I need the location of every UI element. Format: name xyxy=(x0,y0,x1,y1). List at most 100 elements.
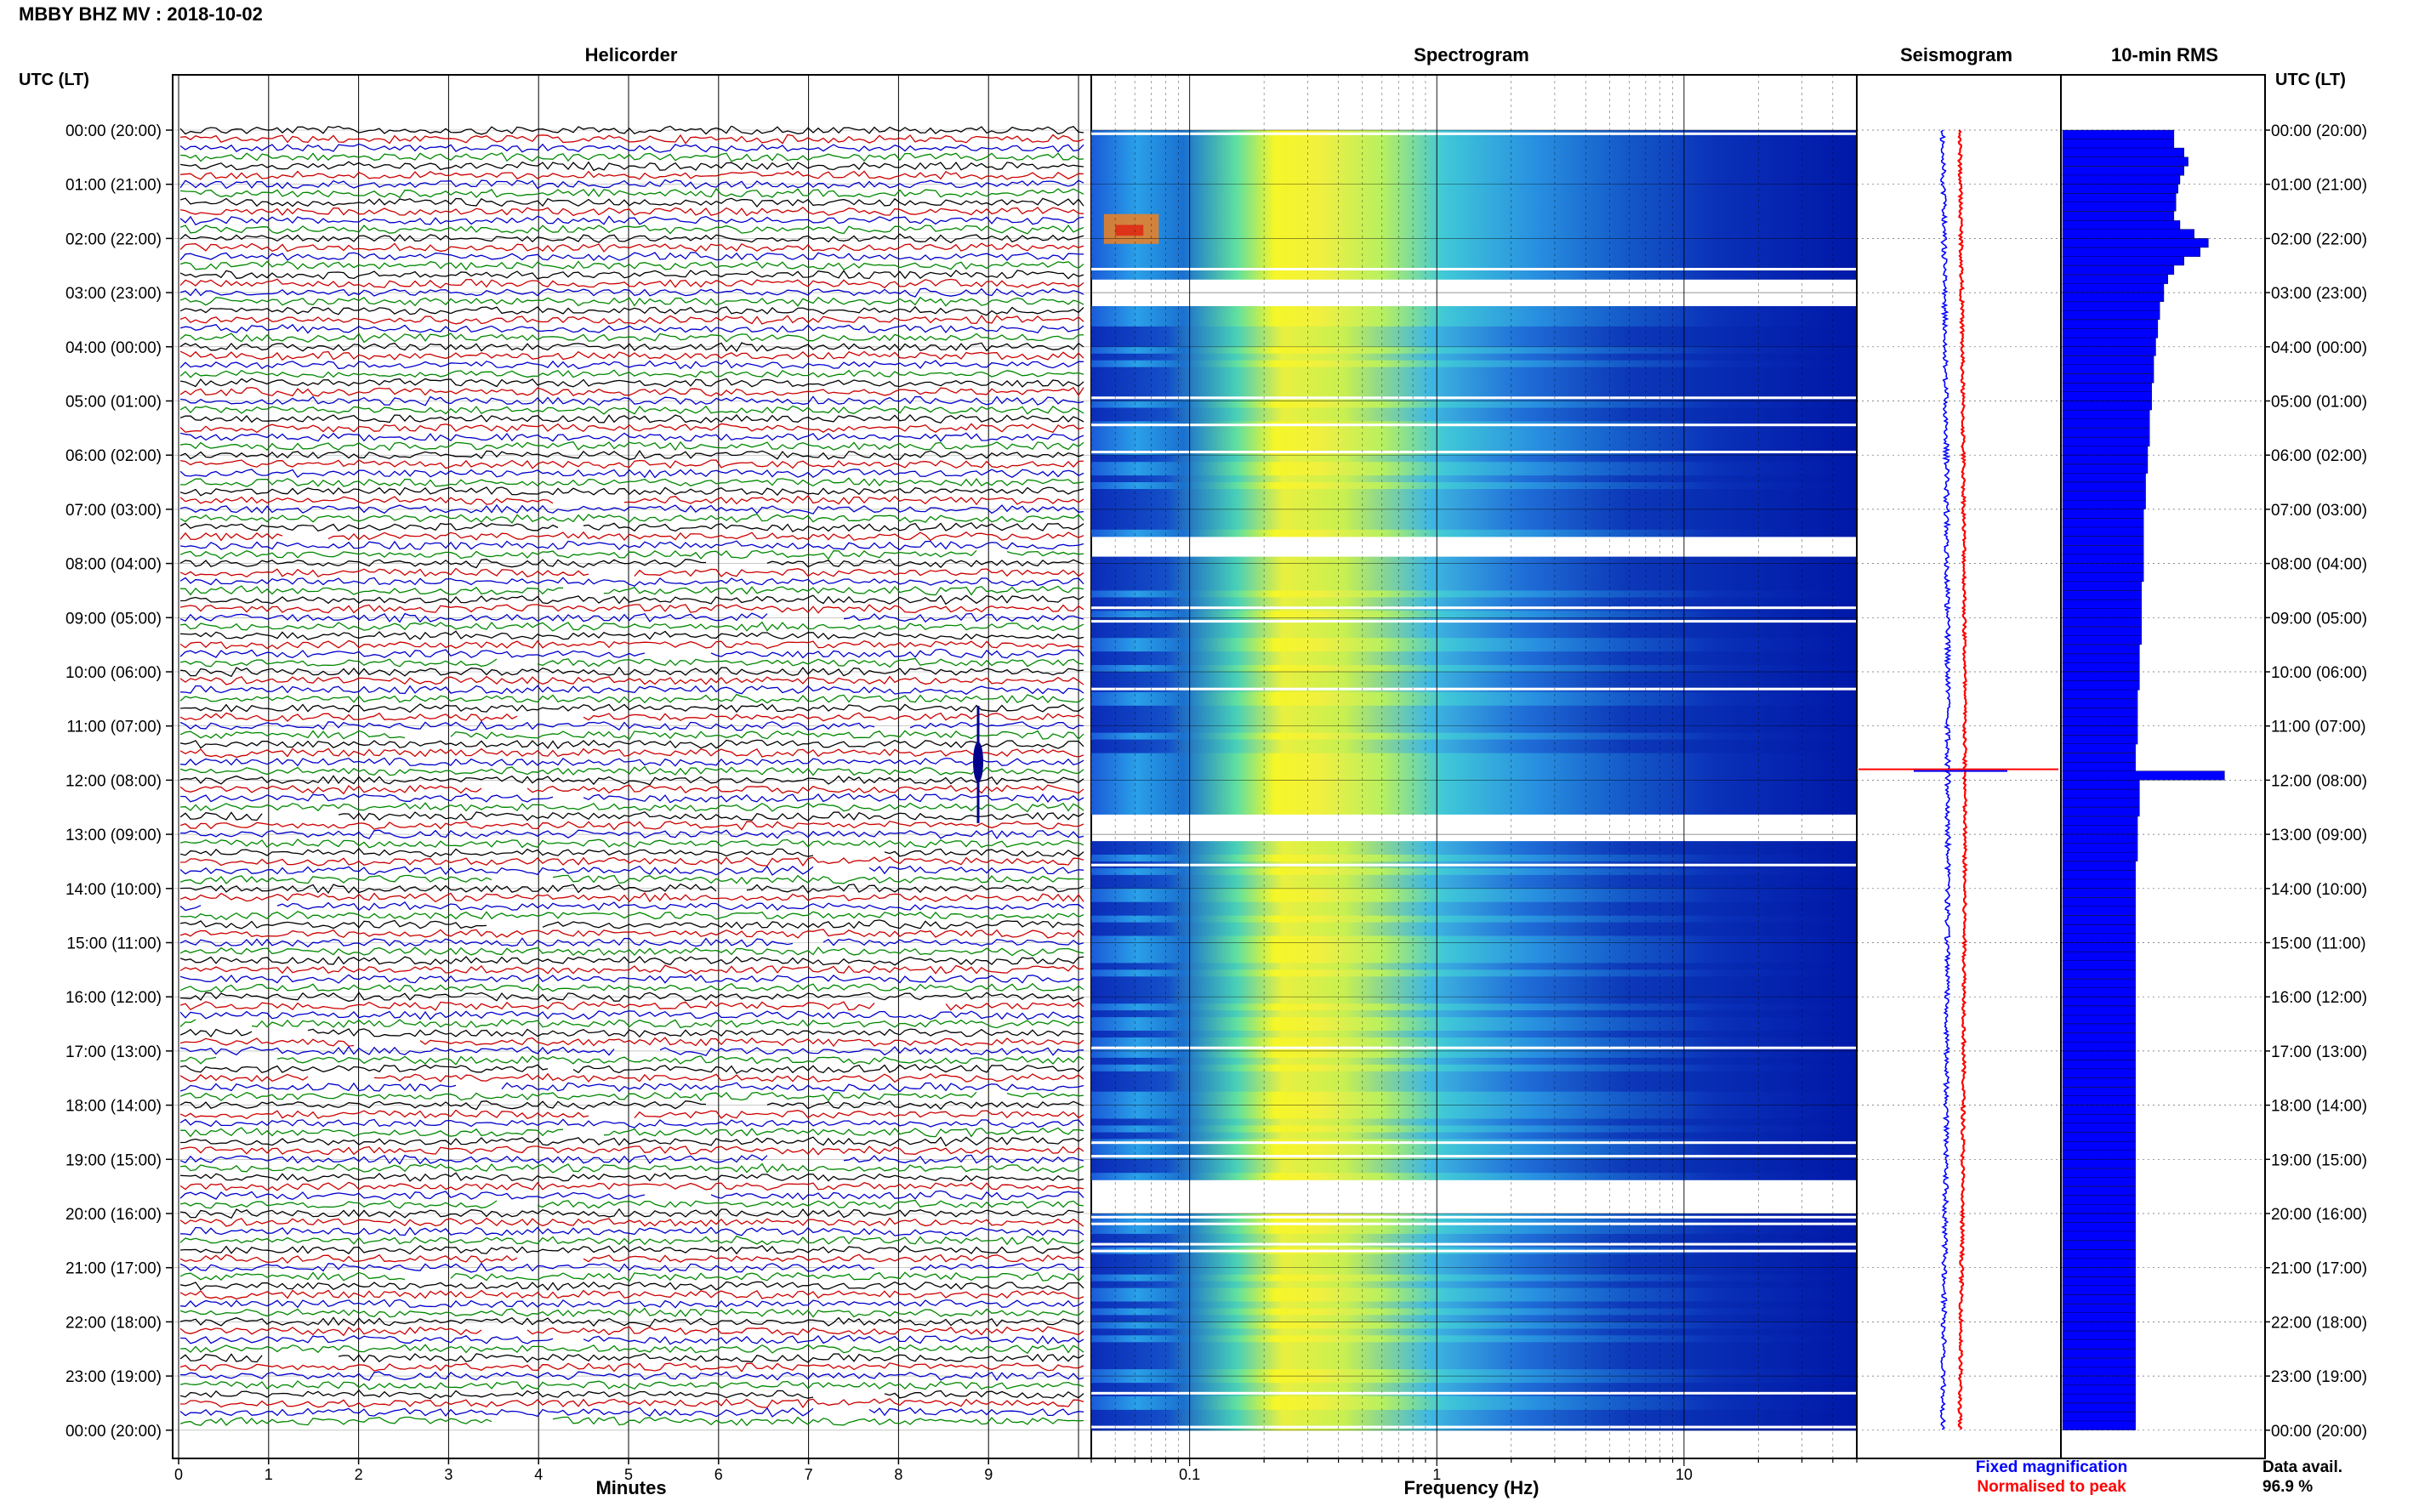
helicorder-trace xyxy=(179,531,1084,542)
x-tick-label: 2 xyxy=(355,1466,363,1483)
frequency-tick-label: 0.1 xyxy=(1179,1466,1200,1483)
spectrogram-row xyxy=(1091,719,1857,727)
helicorder-trace xyxy=(179,883,1084,895)
spectrogram-row xyxy=(1091,780,1857,787)
y-tick-label-left: 02:00 (22:00) xyxy=(65,230,162,248)
spectrogram-row xyxy=(1091,867,1857,876)
helicorder-trace xyxy=(179,911,1084,921)
rms-bar xyxy=(2062,247,2201,258)
spectrogram-row xyxy=(1091,949,1857,958)
helicorder-trace xyxy=(179,585,1084,596)
rms-bar xyxy=(2062,708,2138,718)
rms-bar xyxy=(2062,1005,2136,1015)
y-tick-label-right: 13:00 (09:00) xyxy=(2271,827,2367,844)
rms-bar xyxy=(2062,1222,2136,1232)
helicorder-trace xyxy=(179,378,1084,388)
spectrogram-row xyxy=(1091,272,1857,280)
y-tick-label-left: 10:00 (06:00) xyxy=(65,664,162,682)
helicorder-trace xyxy=(179,270,1084,280)
rms-bar xyxy=(2062,843,2138,853)
helicorder-trace xyxy=(179,323,1084,334)
rms-bar xyxy=(2062,996,2136,1006)
x-tick-label: 4 xyxy=(534,1466,543,1483)
spectrogram-row xyxy=(1091,1322,1857,1329)
spectrogram-dropout xyxy=(1091,1242,1857,1246)
helicorder-trace xyxy=(179,847,1084,858)
rms-bar xyxy=(2062,1105,2136,1115)
rms-bar xyxy=(2062,698,2138,708)
spectrogram-row xyxy=(1091,969,1857,977)
helicorder-trace xyxy=(179,143,1084,153)
spectrogram-row xyxy=(1091,1328,1857,1336)
rms-bar xyxy=(2062,1384,2136,1395)
spectrogram-row xyxy=(1091,1024,1857,1032)
y-tick-label-right: 04:00 (00:00) xyxy=(2271,339,2367,357)
spectrogram-row xyxy=(1091,401,1857,409)
y-tick-label-right: 03:00 (23:00) xyxy=(2271,285,2367,303)
station-title: MBBY BHZ MV : 2018-10-02 xyxy=(19,3,263,25)
helicorder-trace xyxy=(179,1217,1084,1227)
helicorder-trace xyxy=(179,956,1084,966)
spectrogram-xlabel: Frequency (Hz) xyxy=(1404,1477,1540,1498)
spectrogram-dropout xyxy=(1091,687,1857,691)
rms-bar xyxy=(2062,499,2146,509)
spectrogram-row xyxy=(1091,326,1857,334)
spectrogram-dropout xyxy=(1091,423,1857,427)
helicorder-trace xyxy=(179,577,1084,587)
spectrogram-row xyxy=(1091,672,1857,679)
helicorder-trace xyxy=(179,1344,1084,1355)
y-tick-label-right: 16:00 (12:00) xyxy=(2271,989,2367,1007)
y-tick-label-left: 06:00 (02:00) xyxy=(65,447,162,465)
rms-bar xyxy=(2062,861,2136,871)
spectrogram-row xyxy=(1091,983,1857,991)
rms-bar xyxy=(2062,816,2138,826)
spectrogram-row xyxy=(1091,800,1857,808)
helicorder-trace xyxy=(179,369,1084,378)
spectrogram-row xyxy=(1091,170,1857,179)
spectrogram-row xyxy=(1091,739,1857,747)
spectrogram-row xyxy=(1091,658,1857,666)
helicorder-trace xyxy=(179,1334,1084,1345)
y-tick-label-right: 01:00 (21:00) xyxy=(2271,177,2367,195)
rms-bar xyxy=(2062,1393,2136,1403)
helicorder-trace xyxy=(179,342,1084,353)
spectrogram-row xyxy=(1091,177,1857,185)
spectrogram-row xyxy=(1091,1403,1857,1411)
spectrogram-row xyxy=(1091,908,1857,917)
rms-bar xyxy=(2062,1240,2136,1250)
spectrogram-row xyxy=(1091,156,1857,165)
rms-bar xyxy=(2062,888,2136,898)
helicorder-trace xyxy=(179,386,1084,397)
rms-bar xyxy=(2062,292,2165,302)
spectrogram-row xyxy=(1091,1233,1857,1242)
spectrogram-row xyxy=(1091,746,1857,754)
spectrogram-row xyxy=(1091,1132,1857,1140)
rms-bar xyxy=(2062,473,2146,483)
spectrogram-row xyxy=(1091,1077,1857,1086)
rms-bar xyxy=(2062,753,2136,763)
helicorder-trace xyxy=(179,1172,1084,1182)
rms-bar xyxy=(2062,265,2175,276)
rms-bar xyxy=(2062,1123,2136,1133)
helicorder-trace xyxy=(179,712,1084,723)
helicorder-trace xyxy=(179,1019,1084,1029)
y-tick-label-left: 22:00 (18:00) xyxy=(65,1314,162,1332)
rms-bar xyxy=(2062,139,2175,149)
helicorder-trace xyxy=(179,639,1084,650)
spectrogram-row xyxy=(1091,218,1857,226)
spectrogram-row xyxy=(1091,597,1857,605)
helicorder-event xyxy=(973,706,983,823)
spectrogram-dropout xyxy=(1091,1155,1857,1158)
helicorder-trace xyxy=(179,1362,1084,1373)
rms-bar xyxy=(2062,897,2136,907)
rms-bar xyxy=(2062,680,2140,691)
helicorder-trace xyxy=(179,919,1084,929)
rms-bar xyxy=(2062,590,2143,600)
rms-bar xyxy=(2062,1267,2136,1277)
spectrogram-row xyxy=(1091,881,1857,890)
spectrogram-row xyxy=(1091,1064,1857,1072)
rms-bar xyxy=(2062,518,2144,528)
helicorder-trace xyxy=(179,1127,1084,1138)
spectrogram-row xyxy=(1091,387,1857,395)
rms-bar xyxy=(2062,410,2150,420)
